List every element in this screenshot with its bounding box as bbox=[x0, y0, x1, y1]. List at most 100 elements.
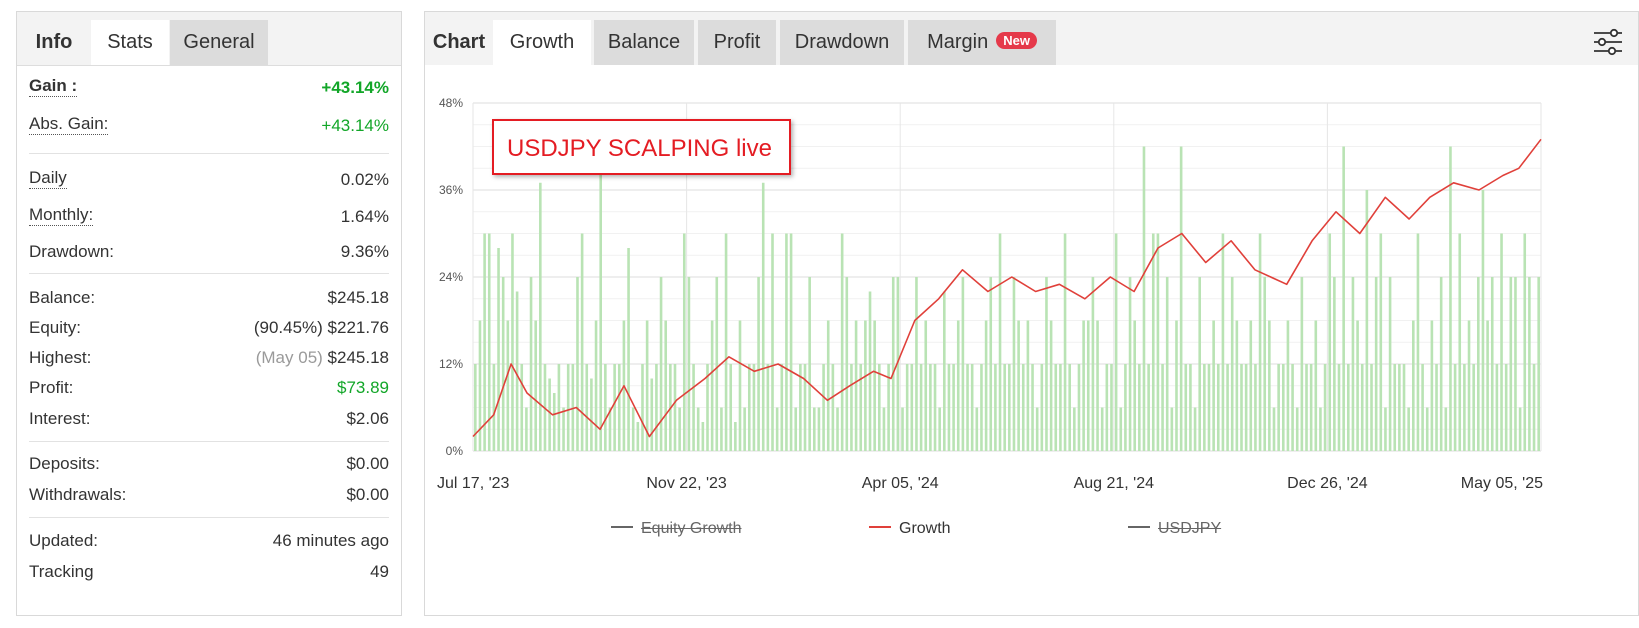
daily-bar bbox=[1189, 364, 1192, 451]
daily-bar bbox=[1105, 364, 1109, 451]
daily-bar bbox=[1142, 146, 1146, 451]
daily-bar bbox=[743, 407, 746, 451]
tab-margin[interactable]: Margin New bbox=[908, 20, 1056, 65]
daily-bar bbox=[673, 364, 677, 451]
daily-bar bbox=[1305, 364, 1308, 451]
y-tick-label: 36% bbox=[439, 183, 463, 197]
daily-bar bbox=[1430, 320, 1434, 451]
x-tick-label: Aug 21, '24 bbox=[1074, 475, 1155, 492]
daily-bar bbox=[1017, 320, 1020, 451]
daily-bar bbox=[1532, 364, 1536, 451]
daily-label[interactable]: Daily bbox=[29, 168, 67, 189]
daily-bar bbox=[868, 291, 872, 451]
daily-bar bbox=[1091, 277, 1095, 451]
daily-bar bbox=[1486, 320, 1489, 451]
daily-bar bbox=[747, 364, 751, 451]
divider bbox=[29, 517, 389, 518]
daily-bar bbox=[1082, 320, 1085, 451]
drawdown-label: Drawdown: bbox=[29, 242, 115, 261]
daily-bar bbox=[1198, 277, 1202, 451]
daily-bar bbox=[1226, 364, 1229, 451]
daily-bar bbox=[1073, 407, 1076, 451]
daily-bar bbox=[1035, 407, 1039, 451]
daily-bar bbox=[627, 248, 630, 451]
deposits-label: Deposits: bbox=[29, 454, 100, 473]
divider bbox=[29, 441, 389, 442]
abs-gain-label[interactable]: Abs. Gain: bbox=[29, 114, 109, 135]
tab-stats[interactable]: Stats bbox=[91, 20, 169, 65]
daily-bar bbox=[994, 364, 997, 451]
stat-row-equity: Equity: (90.45%) $221.76 bbox=[29, 316, 389, 340]
growth-line-layer bbox=[472, 138, 1542, 438]
sliders-icon[interactable] bbox=[1592, 26, 1624, 58]
daily-bar bbox=[1040, 364, 1044, 451]
y-tick-label: 12% bbox=[439, 357, 463, 371]
tab-chart[interactable]: Chart bbox=[432, 31, 486, 53]
daily-bar bbox=[1490, 277, 1494, 451]
daily-bar bbox=[938, 407, 941, 451]
stat-row-balance: Balance: $245.18 bbox=[29, 286, 389, 310]
daily-bar bbox=[1110, 364, 1113, 451]
tab-drawdown[interactable]: Drawdown bbox=[780, 20, 904, 65]
daily-bar bbox=[1337, 364, 1341, 451]
daily-bar bbox=[1416, 233, 1420, 451]
daily-bar bbox=[636, 422, 640, 451]
profit-label: Profit: bbox=[29, 378, 74, 397]
daily-bar bbox=[943, 291, 946, 451]
daily-bar bbox=[645, 320, 649, 451]
daily-bar bbox=[808, 277, 811, 451]
daily-bar bbox=[529, 277, 533, 451]
monthly-label[interactable]: Monthly: bbox=[29, 205, 94, 226]
tab-general[interactable]: General bbox=[170, 20, 268, 65]
daily-bar bbox=[506, 320, 510, 451]
stat-row-updated: Updated: 46 minutes ago bbox=[29, 529, 389, 553]
daily-bar bbox=[966, 364, 969, 451]
daily-bar bbox=[1421, 364, 1424, 451]
daily-bar bbox=[1138, 364, 1141, 451]
divider bbox=[29, 273, 389, 274]
daily-bar bbox=[1240, 364, 1243, 451]
daily-bar bbox=[1412, 320, 1415, 451]
daily-bar bbox=[836, 407, 839, 451]
daily-bar bbox=[1370, 364, 1373, 451]
daily-bar bbox=[631, 407, 635, 451]
drawdown-value: 9.36% bbox=[340, 242, 389, 261]
daily-bar bbox=[771, 233, 774, 451]
x-tick-label: Jul 17, '23 bbox=[437, 475, 510, 492]
daily-bar bbox=[947, 364, 951, 451]
legend-usdjpy[interactable]: USDJPY bbox=[1128, 520, 1221, 538]
legend-growth[interactable]: Growth bbox=[869, 520, 951, 538]
daily-bar bbox=[1323, 364, 1327, 451]
daily-bar bbox=[905, 364, 909, 451]
daily-bar bbox=[1128, 277, 1132, 451]
daily-bar bbox=[539, 182, 542, 451]
legend-equity-growth[interactable]: Equity Growth bbox=[611, 520, 741, 538]
daily-bar bbox=[864, 320, 867, 451]
daily-bar bbox=[1249, 320, 1253, 451]
tab-info[interactable]: Info bbox=[35, 31, 73, 53]
daily-bar bbox=[1328, 233, 1332, 451]
daily-bar bbox=[497, 248, 500, 451]
highest-value: $245.18 bbox=[327, 348, 389, 367]
gain-label[interactable]: Gain : bbox=[29, 76, 78, 97]
tab-growth[interactable]: Growth bbox=[493, 20, 591, 65]
daily-bar bbox=[1449, 146, 1452, 451]
legend-label: USDJPY bbox=[1158, 520, 1222, 537]
stat-row-gain: Gain : +43.14% bbox=[29, 76, 389, 100]
tab-balance[interactable]: Balance bbox=[594, 20, 694, 65]
divider bbox=[29, 153, 389, 154]
tab-profit[interactable]: Profit bbox=[698, 20, 776, 65]
daily-bar bbox=[1133, 320, 1136, 451]
stat-row-highest: Highest: (May 05) $245.18 bbox=[29, 346, 389, 370]
daily-bar bbox=[1114, 233, 1118, 451]
daily-bar bbox=[687, 277, 691, 451]
daily-bar bbox=[1235, 320, 1239, 451]
updated-value: 46 minutes ago bbox=[272, 531, 389, 550]
daily-bars bbox=[474, 146, 1540, 451]
daily-bar bbox=[571, 364, 575, 451]
daily-bar bbox=[1439, 277, 1443, 451]
daily-bar bbox=[1300, 277, 1304, 451]
daily-bar bbox=[1504, 364, 1508, 451]
daily-bar bbox=[1003, 364, 1006, 451]
daily-bar bbox=[1453, 364, 1457, 451]
